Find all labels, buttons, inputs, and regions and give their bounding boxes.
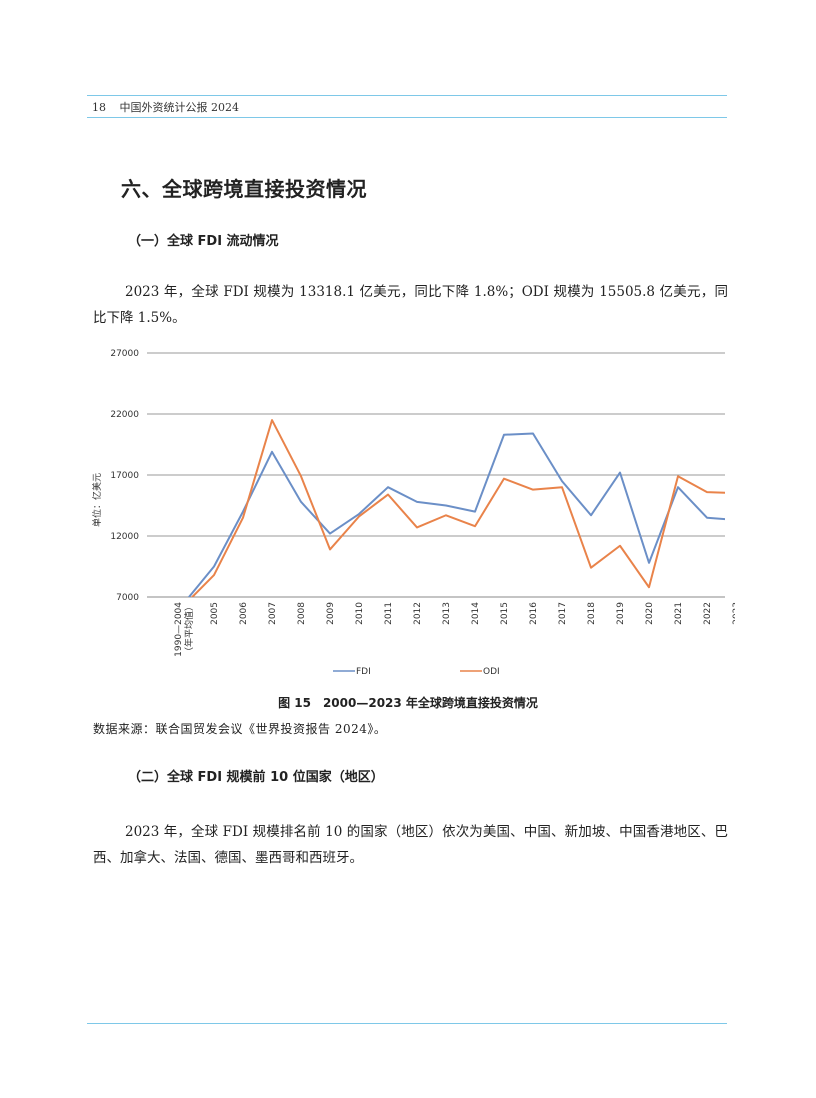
subsection-title-fdi-flow: （一）全球 FDI 流动情况 — [128, 234, 279, 249]
x-tick-label: 2020 — [645, 602, 655, 625]
series-line-fdi — [187, 432, 725, 597]
fdi-odi-line-chart: 7000 12000 17000 22000 27000 单位：亿美元 1990—200… — [91, 349, 735, 677]
running-header: 18 中国外资统计公报 2024 — [92, 99, 239, 115]
x-tick-label: 2014 — [471, 602, 481, 625]
x-tick-label: 2015 — [500, 602, 510, 625]
figure-caption: 图 15 2000—2023 年全球跨境直接投资情况 — [278, 696, 538, 710]
x-tick-label: 2011 — [384, 602, 394, 625]
running-title: 中国外资统计公报 2024 — [119, 101, 240, 114]
x-tick-label: 2021 — [674, 602, 684, 625]
chart-legend: FDI ODI — [333, 667, 500, 677]
x-tick-label: 2012 — [413, 602, 423, 625]
paragraph-fdi-summary: 2023 年，全球 FDI 规模为 13318.1 亿美元，同比下降 1.8%；… — [93, 284, 728, 326]
x-tick-label: 2017 — [558, 602, 568, 625]
chart-y-axis-label: 单位：亿美元 — [91, 473, 103, 527]
header-bottom-rule — [87, 117, 727, 118]
x-tick-label: 2005 — [210, 602, 220, 625]
series-line-odi — [190, 419, 725, 597]
page-number: 18 — [92, 101, 106, 114]
x-tick-label: 2016 — [529, 602, 539, 625]
chart-gridlines — [147, 352, 725, 598]
x-tick-label: 2023 — [732, 602, 735, 625]
y-tick-label: 17000 — [110, 471, 139, 481]
legend-label: ODI — [483, 667, 500, 677]
y-tick-label: 12000 — [110, 532, 139, 542]
y-tick-label: 22000 — [110, 410, 139, 420]
footer-rule — [87, 1023, 727, 1024]
y-tick-label: 7000 — [116, 593, 139, 603]
chart-x-tick-labels: 1990—2004 （年平均值） 2005 2006 2007 2008 2009 2010 2… — [174, 602, 735, 657]
x-tick-label: 2013 — [442, 602, 452, 625]
subsection-title-top10: （二）全球 FDI 规模前 10 位国家（地区） — [128, 770, 384, 785]
section-title: 六、全球跨境直接投资情况 — [121, 177, 367, 201]
x-tick-label: 1990—2004 — [174, 602, 184, 657]
source-note: 数据来源：联合国贸发会议《世界投资报告 2024》。 — [93, 722, 387, 736]
chart-series-lines — [187, 419, 725, 597]
x-tick-label: （年平均值） — [183, 602, 195, 656]
legend-label: FDI — [356, 667, 371, 677]
x-tick-label: 2009 — [326, 602, 336, 625]
legend-item-odi: ODI — [460, 667, 500, 677]
x-tick-label: 2022 — [703, 602, 713, 625]
header-top-rule — [87, 95, 727, 96]
x-tick-label: 2019 — [616, 602, 626, 625]
y-tick-label: 27000 — [110, 349, 139, 359]
x-tick-label: 2007 — [268, 602, 278, 625]
x-tick-label: 2008 — [297, 602, 307, 625]
paragraph-top10: 2023 年，全球 FDI 规模排名前 10 的国家（地区）依次为美国、中国、新… — [93, 824, 728, 866]
x-tick-label: 2018 — [587, 602, 597, 625]
x-tick-label: 2010 — [355, 602, 365, 625]
chart-y-tick-labels: 7000 12000 17000 22000 27000 — [110, 349, 139, 603]
x-tick-label: 2006 — [239, 602, 249, 625]
legend-item-fdi: FDI — [333, 667, 371, 677]
